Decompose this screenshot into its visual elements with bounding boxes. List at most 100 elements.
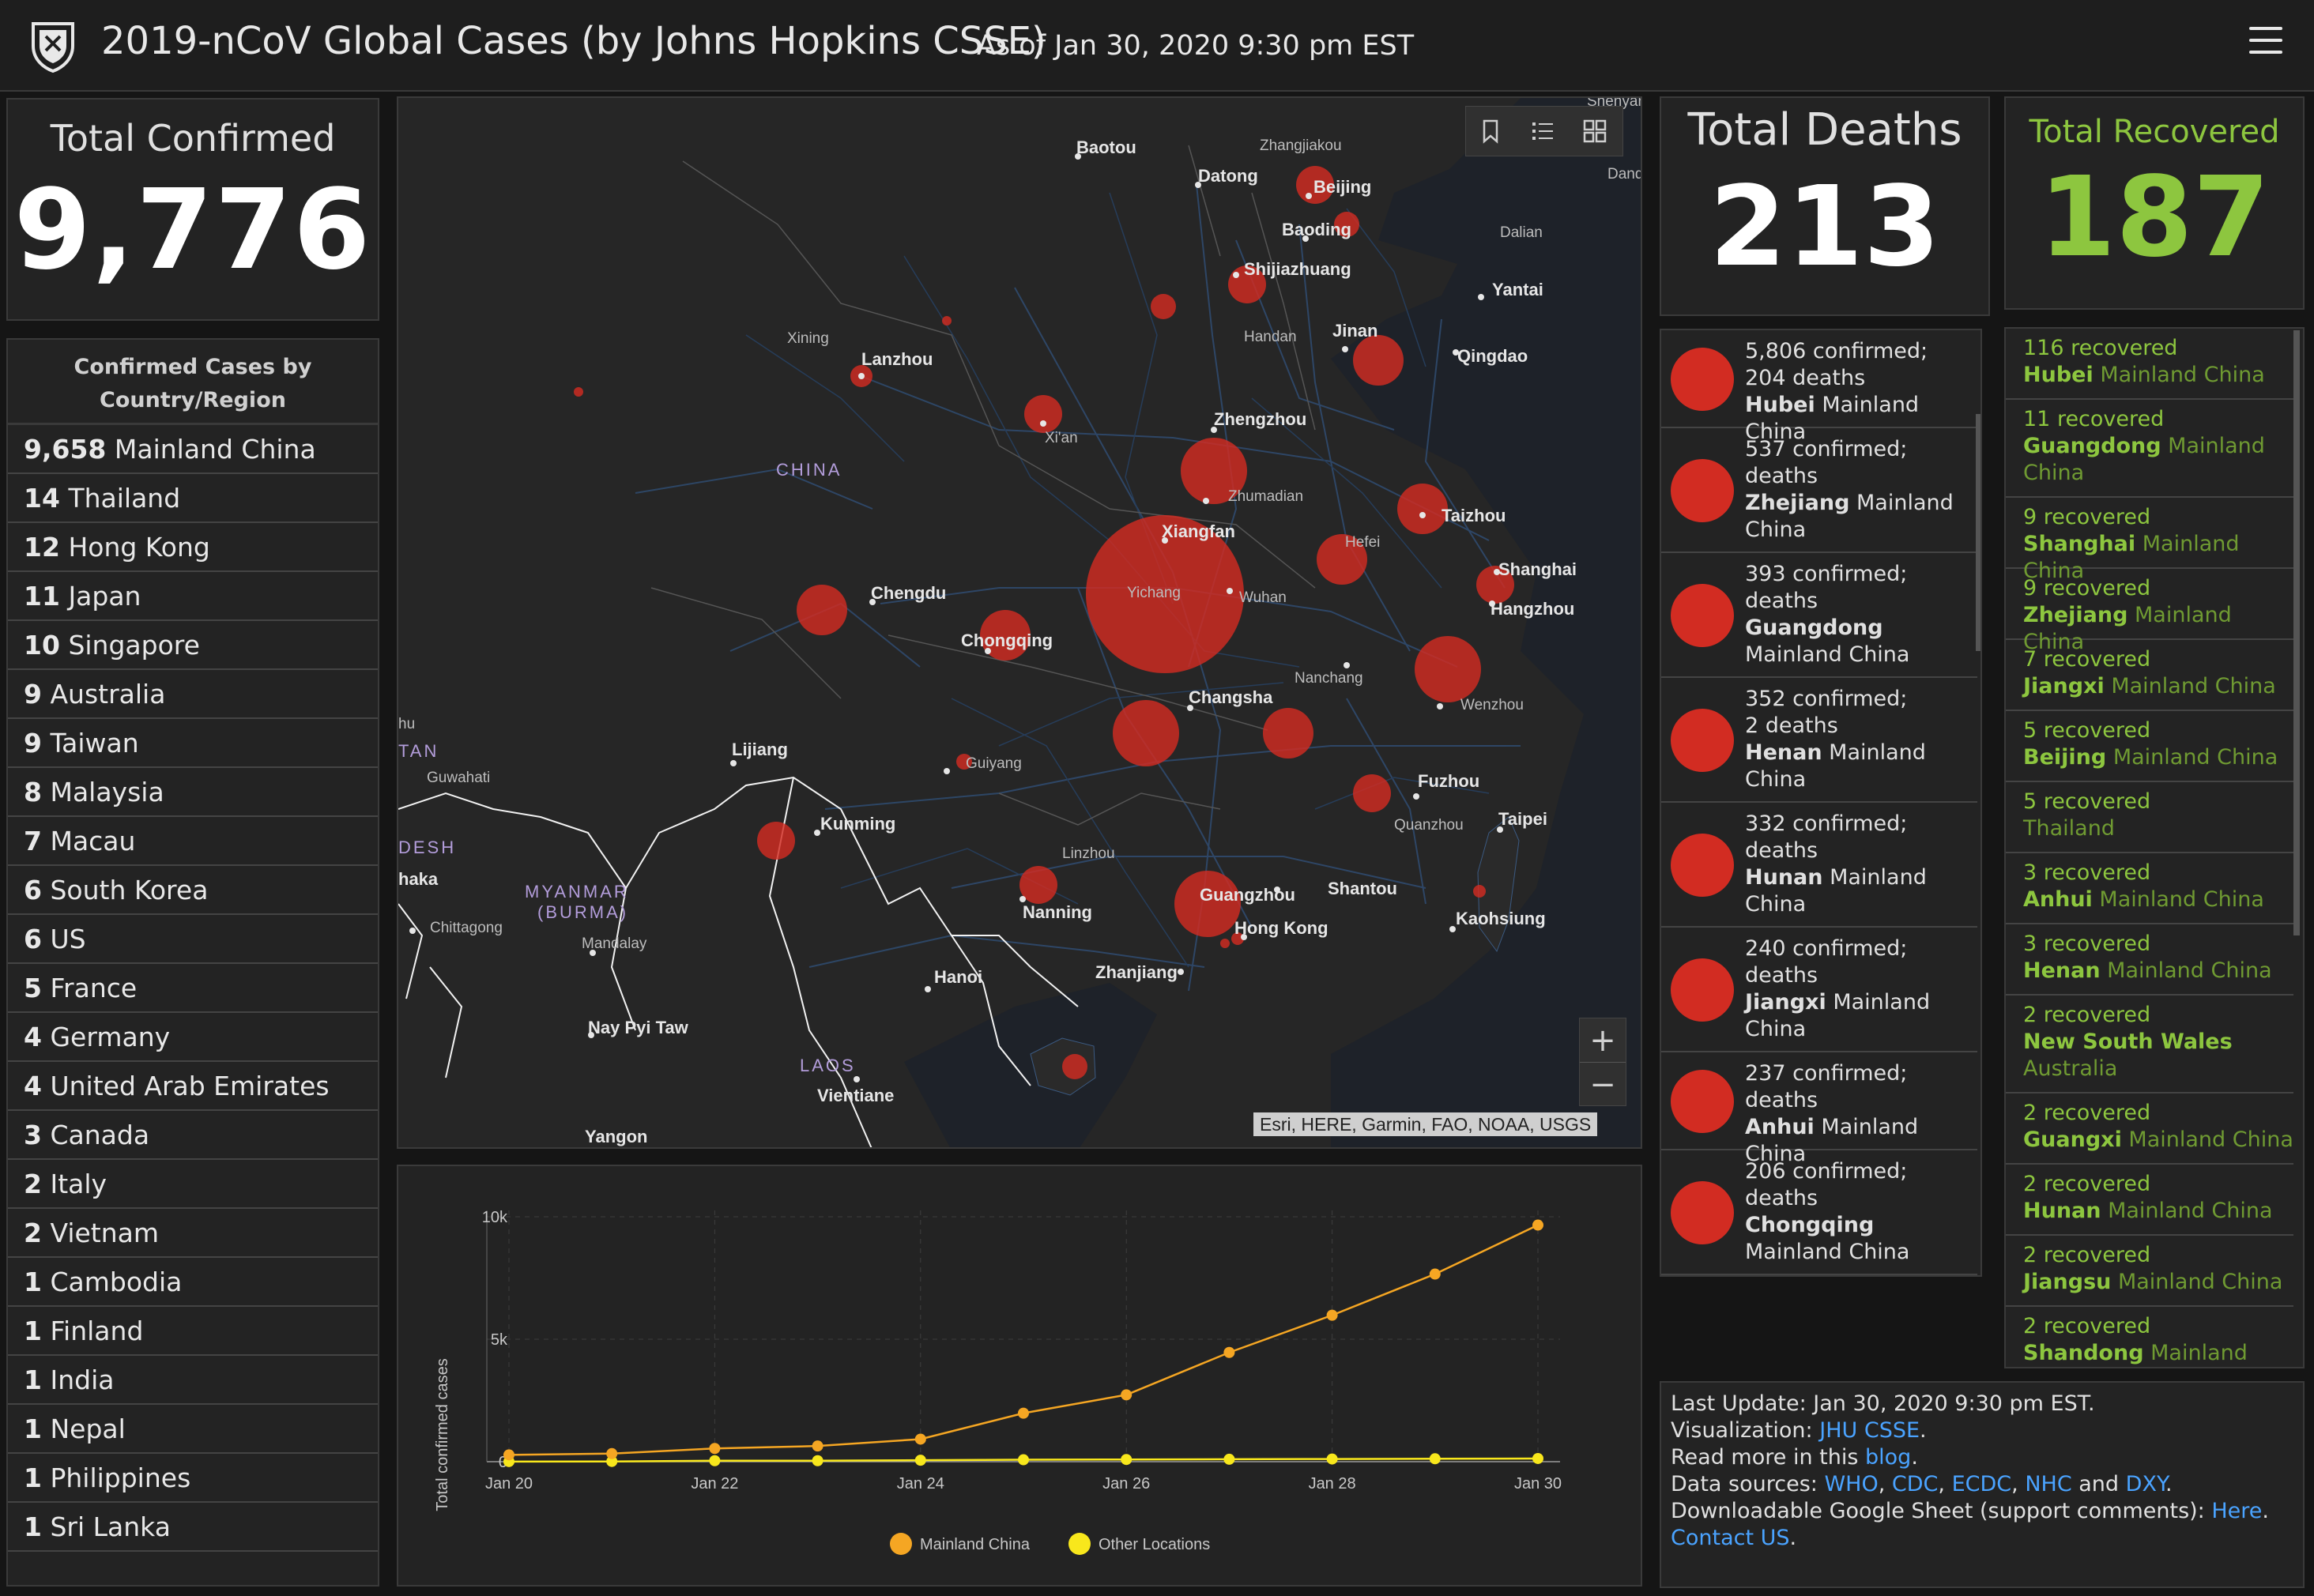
death-list-item[interactable]: 237 confirmed; deaths Anhui Mainland China — [1661, 1052, 1977, 1166]
series-point[interactable] — [1429, 1453, 1441, 1465]
jhu-csse-link[interactable]: JHU CSSE — [1819, 1418, 1920, 1443]
country-row[interactable]: 1 Philippines — [8, 1454, 378, 1503]
total-recovered-label: Total Recovered — [2029, 114, 2280, 150]
country-row[interactable]: 2 Italy — [8, 1160, 378, 1209]
legend-list-icon[interactable] — [1529, 118, 1556, 145]
cdc-link[interactable]: CDC — [1891, 1472, 1939, 1496]
deaths-list-panel[interactable]: 5,806 confirmed; 204 deaths Hubei Mainland… — [1660, 329, 1982, 1277]
death-list-item[interactable]: 352 confirmed; 2 deaths Henan Mainland Chi… — [1661, 678, 1977, 803]
series-point[interactable] — [1326, 1309, 1338, 1321]
province-name: Hunan — [1745, 865, 1823, 890]
dxy-link[interactable]: DXY — [2125, 1472, 2165, 1496]
death-list-item[interactable]: 332 confirmed; deaths Hunan Mainland China — [1661, 803, 1977, 928]
google-sheet-link[interactable]: Here — [2211, 1499, 2263, 1523]
country-row[interactable]: 8 Malaysia — [8, 768, 378, 817]
death-list-item[interactable]: 5,806 confirmed; 204 deaths Hubei Mainland… — [1661, 330, 1977, 444]
case-circles[interactable] — [574, 166, 1514, 1079]
map-canvas[interactable]: Baotou Zhangjiakou Datong Beijing Dande … — [398, 98, 1642, 1149]
nhc-link[interactable]: NHC — [2025, 1472, 2072, 1496]
recovered-list-item[interactable]: 5 recovered Beijing Mainland China — [2006, 711, 2293, 782]
deaths-list-scrollbar[interactable] — [1976, 414, 1980, 651]
death-list-item[interactable]: 537 confirmed; deaths Zhejiang Mainland Ch… — [1661, 428, 1977, 553]
country-row[interactable]: 7 Macau — [8, 817, 378, 866]
country-row[interactable]: 9 Taiwan — [8, 719, 378, 768]
series-point[interactable] — [503, 1449, 514, 1461]
recovered-list-item[interactable]: 2 recovered Shandong Mainland — [2006, 1307, 2293, 1367]
series-point[interactable] — [606, 1447, 618, 1459]
country-count: 9 — [24, 679, 42, 710]
recovered-list-item[interactable]: 9 recovered Zhejiang Mainland China — [2006, 569, 2293, 654]
region-name: Mainland China — [1745, 491, 1954, 542]
contact-us-link[interactable]: Contact US — [1671, 1526, 1790, 1550]
series-point[interactable] — [1121, 1454, 1133, 1466]
country-row[interactable]: 4 Germany — [8, 1013, 378, 1062]
country-row[interactable]: 10 Singapore — [8, 621, 378, 670]
series-point[interactable] — [1018, 1454, 1029, 1466]
recovered-list-item[interactable]: 2 recovered Jiangsu Mainland China — [2006, 1236, 2293, 1307]
series-point[interactable] — [1532, 1219, 1543, 1231]
country-row[interactable]: 6 South Korea — [8, 866, 378, 915]
recovered-list-item[interactable]: 2 recovered Guangxi Mainland China — [2006, 1093, 2293, 1165]
series-point[interactable] — [1223, 1346, 1235, 1358]
death-list-item[interactable]: 206 confirmed; deaths Chongqing Mainland C… — [1661, 1150, 1977, 1275]
series-point[interactable] — [606, 1455, 618, 1467]
recovered-list-item[interactable]: 9 recovered Shanghai Mainland China — [2006, 498, 2293, 583]
ecdc-link[interactable]: ECDC — [1951, 1472, 2012, 1496]
recovered-list-item[interactable]: 5 recovered Thailand — [2006, 782, 2293, 853]
country-row[interactable]: 1 Sri Lanka — [8, 1503, 378, 1552]
country-row[interactable]: 14 Thailand — [8, 474, 378, 523]
recovered-list-item[interactable]: 116 recovered Hubei Mainland China — [2006, 329, 2293, 400]
series-point[interactable] — [1532, 1452, 1543, 1464]
series-point[interactable] — [1121, 1389, 1133, 1401]
country-row[interactable]: 5 France — [8, 964, 378, 1013]
death-list-item[interactable]: 178 confirmed;deathsShandong Mainland — [1661, 1275, 1977, 1277]
series-point[interactable] — [1018, 1407, 1029, 1419]
country-row[interactable]: 1 India — [8, 1356, 378, 1405]
series-point[interactable] — [914, 1455, 926, 1466]
series-point[interactable] — [709, 1443, 721, 1455]
country-row[interactable]: 3 Canada — [8, 1111, 378, 1160]
series-point[interactable] — [1223, 1453, 1235, 1465]
country-row[interactable]: 1 Nepal — [8, 1405, 378, 1454]
country-row[interactable]: 9,658 Mainland China — [8, 425, 378, 474]
series-point[interactable] — [1429, 1268, 1441, 1280]
recovered-list-item[interactable]: 3 recovered Anhui Mainland China — [2006, 853, 2293, 924]
zoom-in-button[interactable]: + — [1580, 1018, 1626, 1063]
death-item-text: 5,806 confirmed; 204 deaths Hubei Mainland… — [1745, 338, 1971, 446]
recovered-list-scrollbar[interactable] — [2293, 330, 2300, 935]
zoom-out-button[interactable]: − — [1589, 1067, 1616, 1103]
country-row[interactable]: 1 Cambodia — [8, 1258, 378, 1307]
country-row[interactable]: 6 US — [8, 915, 378, 964]
recovered-list-item[interactable]: 3 recovered Henan Mainland China — [2006, 924, 2293, 996]
country-row[interactable]: 4 United Arab Emirates — [8, 1062, 378, 1111]
country-name: Thailand — [68, 483, 181, 514]
death-item-text: 237 confirmed; deaths Anhui Mainland China — [1745, 1060, 1971, 1168]
recovered-list-item[interactable]: 7 recovered Jiangxi Mainland China — [2006, 640, 2293, 711]
recovered-list-item[interactable]: 11 recovered Guangdong Mainland China — [2006, 400, 2293, 498]
country-row[interactable]: 1 Finland — [8, 1307, 378, 1356]
country-row[interactable]: 9 Australia — [8, 670, 378, 719]
series-point[interactable] — [812, 1455, 823, 1466]
death-list-item[interactable]: 240 confirmed; deaths Jiangxi Mainland Chi… — [1661, 928, 1977, 1052]
hamburger-menu-icon[interactable] — [2249, 27, 2282, 58]
death-list-item[interactable]: 393 confirmed; deaths Guangdong Mainland C… — [1661, 553, 1977, 678]
country-row[interactable]: 2 Vietnam — [8, 1209, 378, 1258]
series-point[interactable] — [812, 1440, 823, 1452]
series-point[interactable] — [914, 1433, 926, 1445]
country-count: 1 — [24, 1365, 42, 1395]
basemap-gallery-icon[interactable] — [1581, 118, 1608, 145]
recovered-list-item[interactable]: 2 recovered New South Wales Australia — [2006, 996, 2293, 1093]
country-row[interactable]: 11 Japan — [8, 572, 378, 621]
blog-link[interactable]: blog — [1865, 1445, 1912, 1470]
province-name: Zhejiang — [2023, 603, 2128, 627]
series-point[interactable] — [1326, 1453, 1338, 1465]
series-point[interactable] — [709, 1455, 721, 1466]
map-view[interactable]: Baotou Zhangjiakou Datong Beijing Dande … — [397, 96, 1642, 1149]
recovered-list-panel[interactable]: 116 recovered Hubei Mainland China 11 reco… — [2004, 327, 2305, 1368]
country-row[interactable]: 12 Hong Kong — [8, 523, 378, 572]
who-link[interactable]: WHO — [1824, 1472, 1879, 1496]
country-count: 14 — [24, 483, 60, 514]
recovered-list-item[interactable]: 2 recovered Hunan Mainland China — [2006, 1165, 2293, 1236]
bookmark-icon[interactable] — [1477, 118, 1504, 145]
